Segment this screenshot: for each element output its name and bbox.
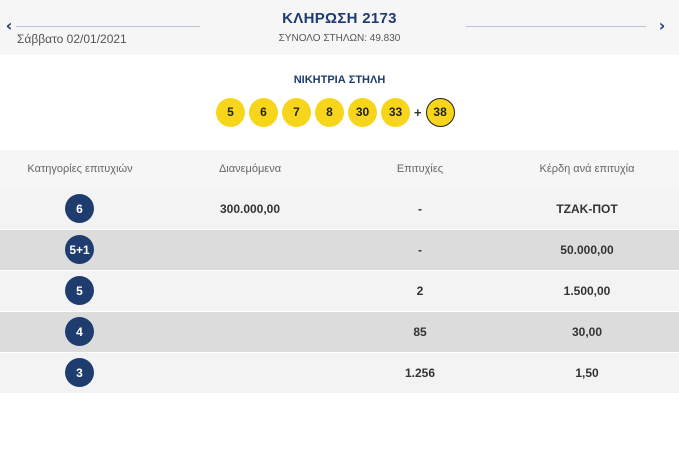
category-badge: 6 — [65, 194, 94, 223]
prize-cell: 1,50 — [575, 366, 599, 380]
joker-number-ball: 38 — [425, 97, 455, 127]
header-prize-per-winner: Κέρδη ανά επιτυχία — [539, 163, 635, 175]
header-categories: Κατηγορίες επιτυχιών — [27, 163, 133, 175]
winning-column-label: ΝΙΚΗΤΡΙΑ ΣΤΗΛΗ — [293, 74, 386, 86]
table-row: 4 85 30,00 — [0, 312, 679, 352]
distributed-cell — [160, 230, 340, 270]
header-winners: Επιτυχίες — [396, 163, 444, 175]
prize-cell: 1.500,00 — [563, 284, 611, 298]
winners-cell: 2 — [416, 284, 424, 298]
total-columns: ΣΥΝΟΛΟ ΣΤΗΛΩΝ: 49.830 — [278, 33, 401, 44]
prize-cell: ΤΖΑΚ-ΠΟΤ — [556, 202, 618, 216]
winning-number-ball: 30 — [348, 97, 377, 127]
winners-cell: 1.256 — [404, 366, 436, 380]
prize-cell: 30,00 — [571, 325, 603, 339]
draw-date: Σάββατο 02/01/2021 — [17, 32, 127, 46]
divider-left — [16, 26, 200, 27]
results-table-header: Κατηγορίες επιτυχιών Διανεμόμενα Επιτυχί… — [0, 150, 679, 189]
chevron-left-icon[interactable]: ‹ — [5, 16, 13, 35]
table-row: 6 300.000,00 - ΤΖΑΚ-ΠΟΤ — [0, 189, 679, 229]
category-badge: 4 — [65, 317, 94, 346]
winning-number-ball: 6 — [249, 97, 278, 127]
winning-number-ball: 5 — [216, 97, 245, 127]
category-badge: 5+1 — [65, 235, 94, 264]
header-distributed: Διανεμόμενα — [218, 163, 282, 175]
winning-number-ball: 8 — [315, 97, 344, 127]
distributed-cell: 300.000,00 — [219, 202, 281, 216]
winners-cell: - — [418, 243, 422, 257]
winning-numbers: 5 6 7 8 30 33 + 38 — [216, 97, 455, 127]
table-row: 5 2 1.500,00 — [0, 271, 679, 311]
plus-sign: + — [414, 104, 422, 120]
category-badge: 3 — [65, 358, 94, 387]
draw-header: ‹ Σάββατο 02/01/2021 ΚΛΗΡΩΣΗ 2173 ΣΥΝΟΛΟ… — [0, 0, 679, 55]
distributed-cell — [160, 271, 340, 311]
table-row: 5+1 - 50.000,00 — [0, 230, 679, 270]
distributed-cell — [160, 312, 340, 352]
distributed-cell — [160, 353, 340, 393]
prize-cell: 50.000,00 — [560, 243, 614, 257]
winners-cell: 85 — [413, 325, 427, 339]
draw-title: ΚΛΗΡΩΣΗ 2173 — [282, 10, 397, 27]
divider-right — [466, 26, 646, 27]
chevron-right-icon[interactable]: › — [658, 16, 666, 35]
winning-number-ball: 7 — [282, 97, 311, 127]
winning-number-ball: 33 — [381, 97, 410, 127]
winners-cell: - — [418, 202, 422, 216]
category-badge: 5 — [65, 276, 94, 305]
table-row: 3 1.256 1,50 — [0, 353, 679, 393]
